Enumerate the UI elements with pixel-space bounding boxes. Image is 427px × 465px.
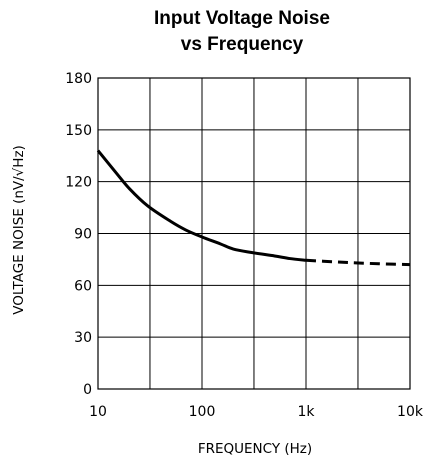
x-axis-label: FREQUENCY (Hz) bbox=[198, 441, 312, 457]
tick-labels: 0 30 60 90 120 150 180 10 100 1k 10k bbox=[65, 71, 424, 420]
series-group bbox=[96, 149, 411, 267]
y-tick-label: 60 bbox=[74, 278, 92, 294]
x-tick-label: 1k bbox=[297, 404, 315, 420]
x-tick-label: 10 bbox=[89, 404, 107, 420]
y-tick-label: 30 bbox=[74, 330, 92, 346]
y-tick-label: 180 bbox=[65, 71, 92, 87]
noise-curve-dashed bbox=[305, 258, 411, 267]
x-tick-label: 100 bbox=[189, 404, 216, 420]
y-axis-label: VOLTAGE NOISE (nV/√Hz) bbox=[11, 145, 27, 315]
x-tick-label: 10k bbox=[397, 404, 424, 420]
y-tick-label: 90 bbox=[74, 227, 92, 243]
y-tick-label: 150 bbox=[65, 123, 92, 139]
y-tick-label: 0 bbox=[83, 382, 92, 398]
noise-curve-solid bbox=[96, 149, 307, 262]
chart-title-line-1: Input Voltage Noise bbox=[154, 8, 330, 29]
plot-frame bbox=[97, 77, 411, 390]
chart-title-line-2: vs Frequency bbox=[181, 34, 304, 55]
y-tick-label: 120 bbox=[65, 175, 92, 191]
grid bbox=[97, 77, 411, 390]
